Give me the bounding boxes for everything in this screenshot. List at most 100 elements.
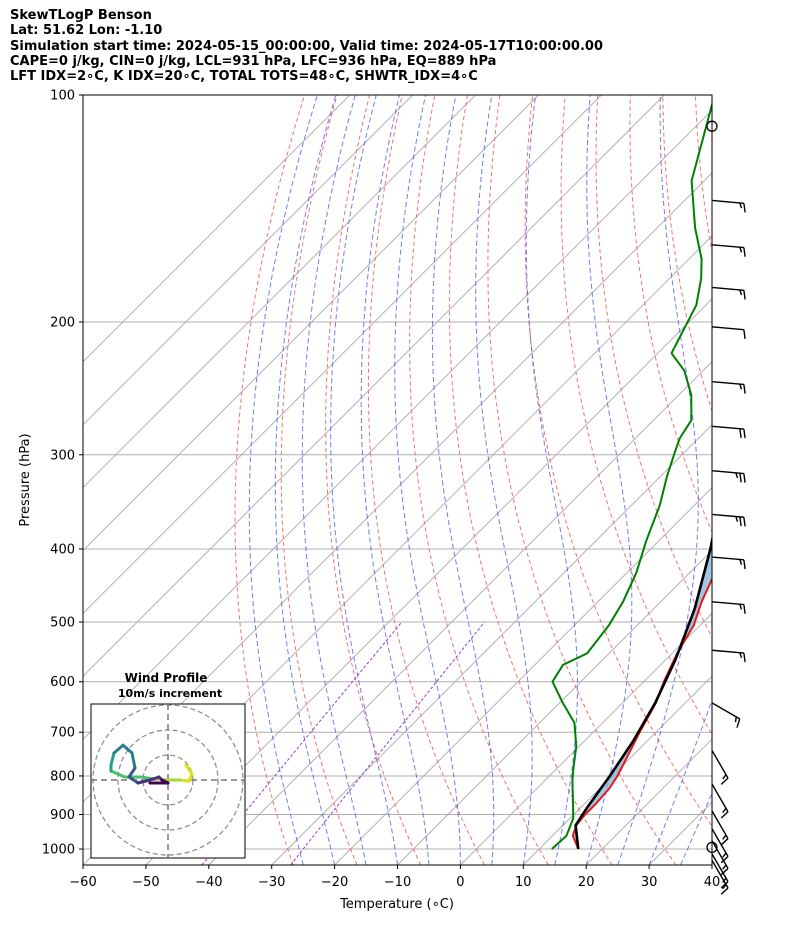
wind-barb-flag	[739, 202, 743, 209]
x-tick-label: 0	[456, 875, 464, 890]
isotherm-line	[83, 95, 414, 426]
wind-barb-flag	[743, 652, 746, 663]
y-axis-label: Pressure (hPa)	[18, 433, 33, 526]
wind-barb	[711, 380, 746, 394]
isotherm-line	[711, 864, 712, 865]
wind-barb	[711, 783, 729, 819]
y-tick-label: 200	[50, 315, 75, 330]
wind-barb-staff	[711, 425, 744, 430]
indices-line-2: LFT IDX=2∘C, K IDX=20∘C, TOTAL TOTS=48∘C…	[10, 69, 478, 85]
wind-barb	[711, 810, 729, 846]
wind-barb-flag	[722, 807, 727, 813]
dry-adiabat	[728, 95, 794, 865]
wind-barb	[711, 750, 729, 785]
isotherm-line	[460, 612, 712, 865]
hodo-segment	[178, 778, 191, 783]
y-tick-label: 900	[50, 808, 75, 823]
dry-adiabat	[325, 95, 422, 865]
wind-barb-flag	[743, 473, 746, 483]
wind-barb-flag	[743, 604, 746, 614]
wind-barb-flag	[720, 838, 729, 846]
wind-barb-flag	[734, 716, 737, 723]
hodograph-inset: Wind Profile 10m/s increment	[90, 671, 246, 859]
wind-barb-staff	[711, 750, 729, 779]
moist-adiabat	[301, 95, 367, 865]
time-line: Simulation start time: 2024-05-15_00:00:…	[10, 38, 603, 54]
wind-barb-flag	[743, 329, 746, 339]
moist-adiabat	[525, 95, 578, 865]
wind-barb-staff	[711, 286, 744, 291]
x-tick-label: −10	[384, 875, 411, 890]
moist-adiabat	[360, 95, 430, 865]
wind-barb-flag	[739, 652, 743, 659]
wind-barb-flag	[736, 718, 741, 728]
wind-barb-calm	[706, 841, 718, 854]
wind-barb	[711, 556, 746, 570]
x-tick-label: −30	[258, 875, 285, 890]
moist-adiabat	[475, 95, 533, 865]
isotherm-line	[83, 95, 476, 489]
wind-barb-flag	[743, 428, 746, 439]
wind-barb-flag	[739, 473, 742, 483]
wind-barb-flag	[720, 881, 729, 889]
moist-adiabat	[648, 698, 712, 865]
series-line-1	[551, 100, 712, 850]
y-tick-label: 400	[50, 542, 75, 557]
wind-barb-flag	[722, 834, 727, 840]
wind-barb	[711, 326, 746, 339]
hodo-segment	[121, 743, 134, 755]
wind-barb-calm	[706, 120, 718, 132]
wind-barb-flag	[722, 864, 727, 870]
wind-barb-flag	[722, 852, 727, 858]
wind-barb-staff	[711, 556, 744, 561]
hodo-segment	[130, 751, 137, 770]
wind-barb-flag	[743, 203, 746, 213]
wind-barb-staff	[711, 326, 744, 331]
cape-fill-layer	[572, 540, 712, 849]
wind-barb-flag	[720, 777, 729, 785]
wind-barb-flag	[743, 247, 746, 257]
wind-barb-flag	[739, 289, 743, 296]
chart-title: SkewTLogP Benson	[10, 8, 152, 23]
isotherm-line	[522, 675, 712, 865]
wind-barb	[711, 840, 729, 876]
x-tick-label: −60	[69, 875, 96, 890]
dry-adiabat	[409, 95, 549, 865]
isotherm-line	[83, 95, 539, 552]
wind-barb-staff	[711, 810, 729, 839]
isotherm-line	[648, 801, 712, 865]
hodo-segment	[136, 778, 152, 785]
moist-adiabat	[744, 95, 794, 865]
chart-header: SkewTLogP Benson Lat: 51.62 Lon: -1.10 S…	[10, 8, 790, 84]
dry-adiabat	[595, 95, 712, 639]
hodo-segment	[148, 775, 161, 782]
wind-barb-layer	[706, 120, 746, 895]
wind-barb-flag	[720, 867, 729, 876]
wind-barb	[711, 244, 746, 257]
isotherm-line	[397, 549, 712, 865]
wind-barb	[711, 828, 729, 864]
dry-adiabat	[560, 95, 712, 736]
dry-adiabat	[524, 95, 712, 828]
location-line: Lat: 51.62 Lon: -1.10	[10, 23, 163, 39]
series-line-0	[571, 576, 712, 850]
hodo-segment	[109, 769, 127, 779]
x-tick-label: 40	[704, 875, 721, 890]
wind-barb-staff	[711, 244, 744, 249]
dry-adiabat	[487, 95, 677, 865]
wind-barb-flag	[739, 559, 743, 565]
x-tick-label: 10	[515, 875, 532, 890]
moist-adiabat	[585, 95, 633, 865]
wind-barb-flag	[720, 855, 729, 864]
wind-barb-staff	[711, 859, 729, 889]
indices-line-1: CAPE=0 j/kg, CIN=0 j/kg, LCL=931 hPa, LF…	[10, 53, 497, 69]
x-tick-label: −50	[132, 875, 159, 890]
isotherm-line	[334, 486, 712, 865]
cape-fill-area	[572, 540, 712, 849]
wind-barb-flag	[735, 472, 739, 479]
dry-adiabat	[448, 95, 613, 865]
x-tick-label: 20	[578, 875, 595, 890]
moist-adiabat	[617, 95, 699, 865]
